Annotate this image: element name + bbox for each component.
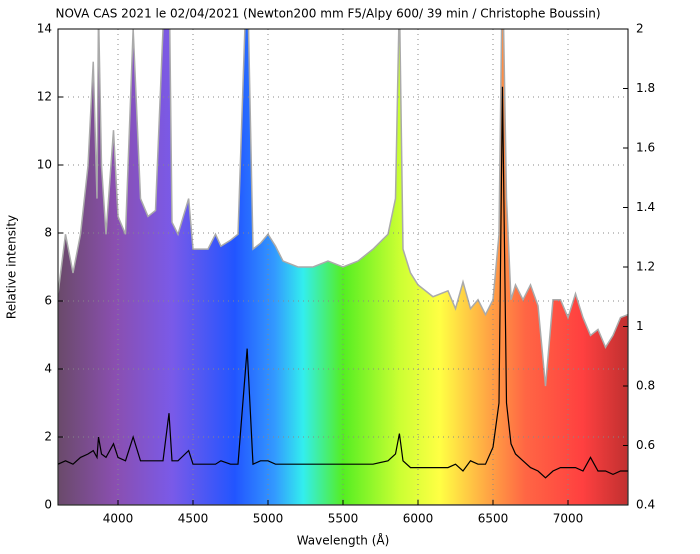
x-tick-label: 5500 [328, 512, 359, 526]
y2-tick-label: 1.6 [636, 141, 655, 155]
x-tick-label: 6500 [478, 512, 509, 526]
x-tick-label: 5000 [253, 512, 284, 526]
y2-tick-label: 0.6 [636, 438, 655, 452]
y-tick-label: 12 [37, 90, 52, 104]
y2-tick-label: 1.8 [636, 81, 655, 95]
y-tick-label: 0 [44, 498, 52, 512]
x-tick-label: 7000 [553, 512, 584, 526]
y-tick-label: 10 [37, 158, 52, 172]
y2-tick-label: 1 [636, 319, 644, 333]
y-tick-label: 8 [44, 226, 52, 240]
chart-title: NOVA CAS 2021 le 02/04/2021 (Newton200 m… [55, 7, 600, 21]
y-tick-label: 2 [44, 430, 52, 444]
y-axis-label: Relative intensity [5, 215, 19, 319]
y2-tick-label: 1.4 [636, 200, 655, 214]
y2-tick-label: 0.4 [636, 498, 655, 512]
x-tick-label: 4500 [178, 512, 209, 526]
x-axis-label: Wavelength (Å) [297, 533, 390, 548]
y2-tick-label: 0.8 [636, 379, 655, 393]
y2-tick-label: 1.2 [636, 260, 655, 274]
x-tick-label: 4000 [103, 512, 134, 526]
y2-tick-label: 2 [636, 22, 644, 36]
y-tick-label: 6 [44, 294, 52, 308]
spectrum-area [58, 29, 628, 505]
x-tick-label: 6000 [403, 512, 434, 526]
y-tick-label: 4 [44, 362, 52, 376]
spectrum-line [58, 86, 628, 479]
y-tick-label: 14 [37, 22, 52, 36]
